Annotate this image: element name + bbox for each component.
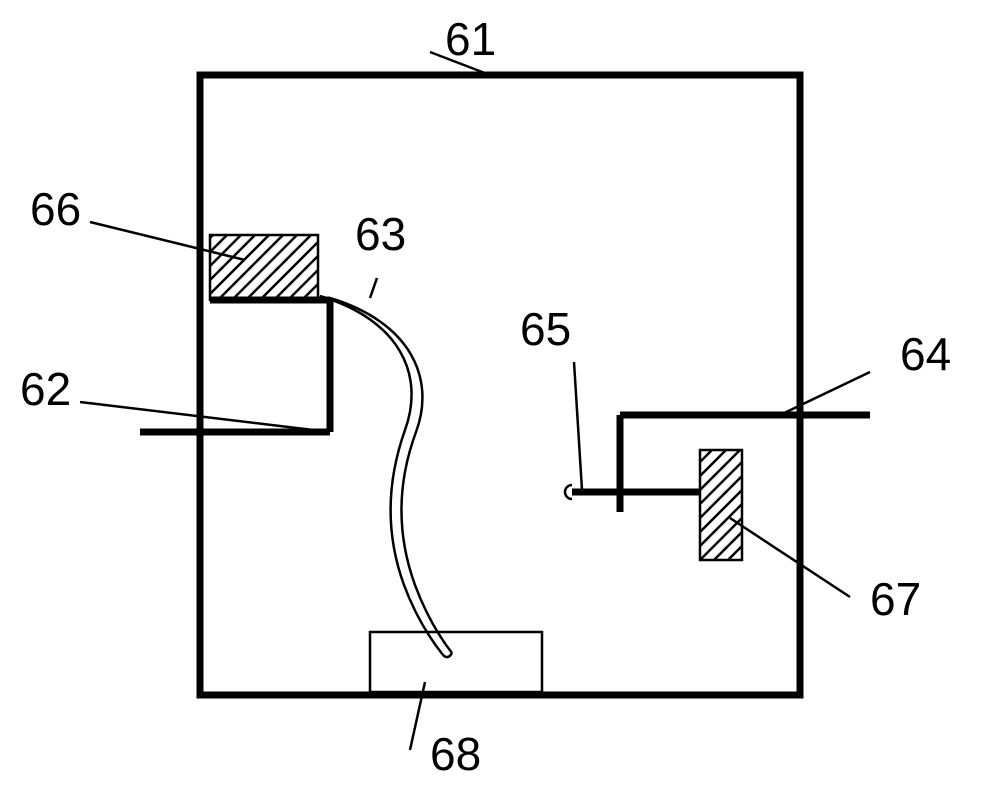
lead-62 bbox=[80, 402, 330, 432]
block-67 bbox=[700, 450, 742, 560]
label-62: 62 bbox=[20, 363, 71, 415]
lead-63 bbox=[370, 278, 377, 298]
label-68: 68 bbox=[430, 728, 481, 780]
lead-67 bbox=[730, 518, 850, 597]
frame-61 bbox=[200, 75, 800, 695]
label-61: 61 bbox=[445, 13, 496, 65]
lead-64 bbox=[780, 372, 870, 415]
label-66: 66 bbox=[30, 183, 81, 235]
stem-64 bbox=[620, 415, 870, 512]
label-63: 63 bbox=[355, 208, 406, 260]
label-67: 67 bbox=[870, 573, 921, 625]
label-65: 65 bbox=[520, 303, 571, 355]
block-66 bbox=[210, 235, 318, 300]
block-68 bbox=[370, 632, 542, 692]
lead-65 bbox=[574, 362, 582, 490]
label-64: 64 bbox=[900, 328, 951, 380]
bar-65 bbox=[565, 485, 700, 499]
wire-63 bbox=[320, 296, 452, 657]
